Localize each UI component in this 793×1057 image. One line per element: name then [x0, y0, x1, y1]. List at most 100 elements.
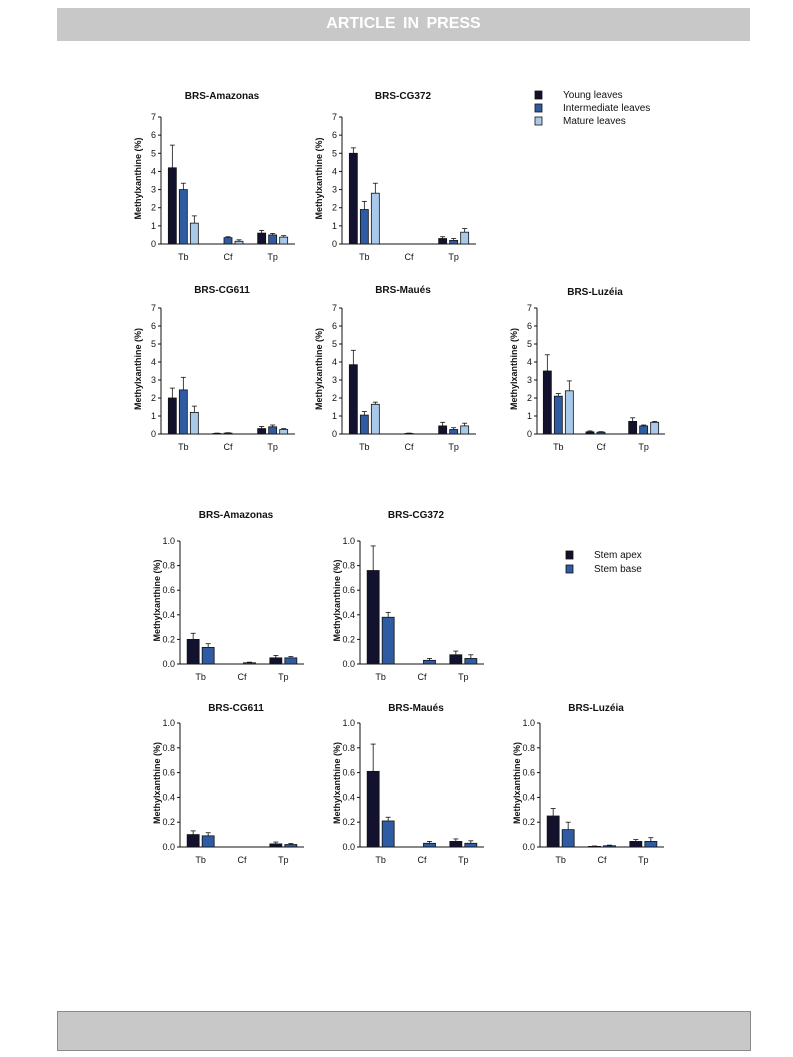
bar-tb-1	[366, 770, 380, 848]
y-tick-label: 0.8	[342, 743, 355, 753]
y-tick-label: 1.0	[162, 536, 175, 546]
footer-bar	[57, 1011, 751, 1051]
bar-tb-1	[167, 167, 177, 245]
bar-tb-2	[359, 209, 369, 245]
bar-tp-1	[269, 657, 283, 665]
y-tick-label: 0	[151, 239, 156, 249]
x-tick-label: Tb	[553, 442, 564, 452]
bar-tb-2	[201, 646, 215, 665]
bar-tp-2	[449, 429, 459, 435]
x-tick-label: Cf	[598, 855, 607, 865]
bar-tb-2	[178, 189, 188, 245]
x-tick-label: Tp	[638, 855, 649, 865]
y-tick-label: 0.4	[342, 610, 355, 620]
x-tick-label: Tb	[178, 252, 189, 262]
bar-tb-2	[381, 820, 395, 848]
bar-tp-3	[279, 236, 289, 245]
bar-tb-2	[178, 389, 188, 435]
chart-title: BRS-CG372	[375, 91, 432, 102]
y-tick-label: 2	[151, 393, 156, 403]
y-axis-label: Methylxanthine (%)	[152, 742, 162, 824]
bar-cf-2	[423, 659, 436, 665]
chart-title: BRS-Amazonas	[185, 91, 260, 102]
bar-tb-1	[366, 570, 380, 665]
y-tick-label: 1.0	[342, 536, 355, 546]
y-tick-label: 1	[151, 411, 156, 421]
bar-tb-1	[348, 152, 358, 245]
bar-tp-1	[449, 841, 463, 848]
bar-tp-2	[644, 841, 658, 848]
banner-text: ARTICLE IN PRESS	[326, 15, 481, 32]
y-tick-label: 3	[332, 185, 337, 195]
y-tick-label: 0.8	[162, 743, 175, 753]
y-tick-label: 2	[151, 203, 156, 213]
chart-panel-9: BRS-Maués Methylxanthine (%) 0.0 0.2 0.4 0.6 0…	[332, 703, 484, 865]
bar-tb-2	[201, 835, 215, 848]
y-tick-label: 0.8	[342, 561, 355, 571]
legend-swatch	[534, 90, 543, 100]
y-tick-label: 0.2	[342, 817, 355, 827]
x-tick-label: Cf	[418, 855, 427, 865]
y-tick-label: 5	[151, 339, 156, 349]
x-tick-label: Tb	[195, 672, 206, 682]
y-axis-label: Methylxanthine (%)	[332, 742, 342, 824]
y-tick-label: 0	[332, 239, 337, 249]
chart-title: BRS-Luzéia	[567, 287, 623, 298]
bar-tb-3	[189, 411, 199, 435]
y-tick-label: 3	[527, 375, 532, 385]
y-tick-label: 0	[151, 429, 156, 439]
x-tick-label: Cf	[238, 672, 247, 682]
legend-label: Stem base	[594, 564, 642, 575]
y-tick-label: 0.0	[162, 842, 175, 852]
bar-tp-2	[464, 842, 478, 848]
chart-title: BRS-Maués	[375, 285, 431, 296]
x-tick-label: Cf	[224, 252, 233, 262]
bar-tp-1	[628, 420, 638, 435]
legend-stems: Stem apex Stem base	[565, 550, 642, 575]
x-tick-label: Tb	[359, 252, 370, 262]
y-tick-label: 0.0	[522, 842, 535, 852]
legend-leaves: Young leaves Intermediate leaves Mature le…	[534, 90, 650, 127]
y-tick-label: 1	[332, 221, 337, 231]
y-tick-label: 0.0	[342, 842, 355, 852]
x-tick-label: Cf	[405, 442, 414, 452]
y-tick-label: 1	[151, 221, 156, 231]
x-tick-label: Tp	[278, 855, 289, 865]
y-tick-label: 0.6	[162, 768, 175, 778]
y-tick-label: 4	[151, 166, 156, 176]
y-tick-label: 6	[332, 130, 337, 140]
bar-tp-1	[629, 841, 643, 848]
y-tick-label: 5	[151, 148, 156, 158]
legend-swatch	[534, 103, 543, 113]
y-tick-label: 0	[332, 429, 337, 439]
bar-tp-2	[268, 426, 278, 435]
y-tick-label: 0.4	[162, 610, 175, 620]
x-tick-label: Tb	[375, 855, 386, 865]
y-tick-label: 0.6	[162, 585, 175, 595]
legend-label: Intermediate leaves	[563, 103, 650, 114]
y-tick-label: 4	[527, 357, 532, 367]
y-tick-label: 5	[527, 339, 532, 349]
x-tick-label: Tb	[555, 855, 566, 865]
legend-swatch	[565, 564, 574, 574]
bar-tp-1	[269, 843, 283, 848]
chart-title: BRS-CG611	[194, 285, 250, 296]
x-tick-label: Tp	[267, 252, 278, 262]
bar-tp-2	[284, 657, 298, 665]
bar-tp-2	[449, 239, 459, 245]
y-tick-label: 0.2	[342, 634, 355, 644]
legend-swatch	[565, 550, 574, 560]
legend-label: Young leaves	[563, 90, 623, 101]
y-tick-label: 3	[151, 185, 156, 195]
bar-tp-2	[639, 425, 649, 435]
chart-title: BRS-Amazonas	[199, 510, 274, 521]
y-tick-label: 6	[527, 321, 532, 331]
y-axis-label: Methylxanthine (%)	[133, 328, 143, 410]
bar-tb-3	[370, 192, 380, 245]
bar-cf-2	[603, 845, 616, 848]
bar-tb-1	[167, 397, 177, 435]
y-tick-label: 4	[151, 357, 156, 367]
y-tick-label: 0.4	[342, 792, 355, 802]
y-tick-label: 0.8	[522, 743, 535, 753]
